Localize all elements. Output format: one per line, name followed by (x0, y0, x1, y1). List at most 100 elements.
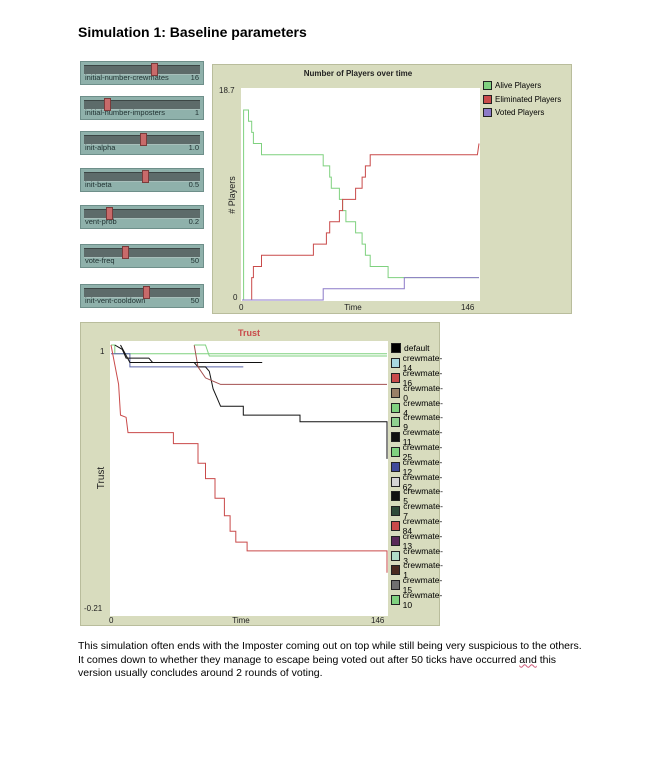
trust-xmin-label: 0 (109, 616, 114, 625)
legend-swatch (391, 491, 401, 502)
legend-item: crewmate-62 (391, 471, 444, 492)
trust-plot-area (110, 341, 388, 616)
paragraph-text-1: This simulation often ends with the Impo… (78, 640, 582, 666)
legend-label: crewmate-13 (402, 530, 443, 551)
legend-item: Eliminated Players (483, 93, 561, 107)
slider-init-vent-cooldown[interactable]: init-vent-cooldown 50 (80, 284, 204, 308)
legend-swatch (391, 358, 400, 369)
legend-swatch (391, 446, 400, 457)
legend-label: crewmate-3 (403, 545, 443, 566)
slider-handle[interactable] (142, 170, 150, 183)
legend-label: crewmate-4 (403, 397, 443, 418)
legend-label: crewmate-11 (402, 427, 443, 448)
legend-swatch (391, 535, 400, 546)
slider-track[interactable] (84, 65, 200, 75)
players-xmax-label: 146 (461, 303, 475, 312)
legend-swatch (391, 580, 400, 591)
legend-label: crewmate-5 (403, 486, 443, 507)
legend-label: crewmate-62 (402, 471, 443, 492)
players-ymax-label: 18.7 (219, 86, 235, 95)
legend-label: crewmate-9 (403, 412, 443, 433)
players-plot-area (241, 88, 480, 301)
legend-item: Alive Players (483, 79, 561, 93)
series-line-crewmate-84 (193, 344, 387, 385)
slider-vote-freq[interactable]: vote-freq 50 (80, 244, 204, 268)
players-xmin-label: 0 (239, 303, 244, 312)
slider-label: init-alpha (85, 143, 116, 152)
series-line-crewmate-25 (194, 344, 387, 357)
players-ylabel: # Players (227, 176, 237, 214)
legend-swatch (391, 417, 401, 428)
description-paragraph: This simulation often ends with the Impo… (78, 640, 588, 681)
slider-initial-number-crewmates[interactable]: initial-number-crewmates 16 (80, 61, 204, 85)
slider-handle[interactable] (106, 207, 114, 220)
legend-item: crewmate-15 (391, 575, 444, 595)
legend-swatch (391, 432, 400, 443)
players-chart: Number of Players over time 18.7 0 0 146… (219, 69, 480, 312)
trust-chart-title: Trust (238, 328, 260, 338)
slider-value: 0.2 (188, 217, 199, 226)
players-legend: Alive Players Eliminated Players Voted Pla… (483, 79, 561, 120)
players-chart-panel: Number of Players over time 18.7 0 0 146… (212, 64, 572, 314)
slider-handle[interactable] (122, 246, 130, 259)
legend-label: default (404, 343, 430, 354)
legend-item: crewmate-4 (391, 397, 444, 418)
players-chart-title: Number of Players over time (304, 69, 413, 78)
slider-handle[interactable] (104, 98, 112, 111)
series-line-eliminated-players (242, 143, 480, 301)
page-title: Simulation 1: Baseline parameters (78, 24, 307, 40)
slider-init-alpha[interactable]: init-alpha 1.0 (80, 131, 204, 155)
slider-track[interactable] (84, 209, 200, 219)
slider-vent-prob[interactable]: vent-prob 0.2 (80, 205, 204, 229)
legend-item: crewmate-0 (391, 382, 444, 403)
series-line-crewmate-12 (111, 353, 244, 368)
legend-label: Alive Players (495, 81, 542, 91)
slider-handle[interactable] (151, 63, 159, 76)
slider-track[interactable] (84, 172, 200, 182)
legend-swatch (391, 402, 401, 413)
trust-chart-panel: Trust 1 -0.21 0 146 Time Trust default cr… (80, 322, 443, 626)
paragraph-text-2: this version usually concludes around 2 … (78, 653, 557, 680)
trust-xlabel: Time (232, 616, 250, 625)
legend-label: crewmate-1 (403, 560, 443, 581)
legend-item: crewmate-9 (391, 412, 444, 433)
trust-series-group (110, 344, 388, 573)
slider-value: 1 (194, 108, 199, 117)
slider-init-beta[interactable]: init-beta 0.5 (80, 168, 204, 192)
slider-track[interactable] (84, 248, 200, 258)
slider-initial-number-imposters[interactable]: initial-number-imposters 1 (80, 96, 204, 120)
slider-value: 16 (190, 73, 199, 82)
players-ymin-label: 0 (233, 293, 238, 302)
legend-label: crewmate-84 (402, 515, 443, 536)
legend-label: crewmate-25 (402, 441, 443, 462)
slider-track[interactable] (84, 100, 200, 110)
legend-item: crewmate-1 (391, 560, 444, 581)
legend-item: Voted Players (483, 106, 561, 120)
slider-label: vent-prob (85, 217, 117, 226)
series-line-voted-players (242, 277, 479, 301)
legend-swatch (391, 343, 401, 354)
slider-track[interactable] (84, 288, 200, 298)
legend-label: crewmate-7 (403, 501, 443, 522)
slider-handle[interactable] (140, 133, 147, 146)
slider-value: 1.0 (188, 143, 199, 152)
players-xlabel: Time (344, 303, 362, 312)
legend-item: crewmate-25 (391, 441, 444, 462)
legend-swatch (391, 550, 401, 561)
legend-swatch (483, 94, 492, 104)
legend-label: Voted Players (495, 108, 545, 118)
legend-swatch (391, 476, 400, 487)
slider-label: vote-freq (85, 256, 115, 265)
legend-swatch (483, 108, 492, 118)
trust-ymin-label: -0.21 (84, 604, 103, 613)
slider-handle[interactable] (143, 286, 151, 299)
legend-label: crewmate-0 (403, 382, 443, 403)
slider-value: 50 (190, 256, 199, 265)
legend-swatch (391, 520, 400, 531)
legend-item: crewmate-16 (391, 368, 444, 388)
slider-label: init-vent-cooldown (85, 296, 146, 305)
legend-item: crewmate-14 (391, 353, 444, 373)
legend-swatch (391, 506, 401, 517)
legend-item: crewmate-7 (391, 501, 444, 522)
legend-swatch (391, 387, 401, 398)
